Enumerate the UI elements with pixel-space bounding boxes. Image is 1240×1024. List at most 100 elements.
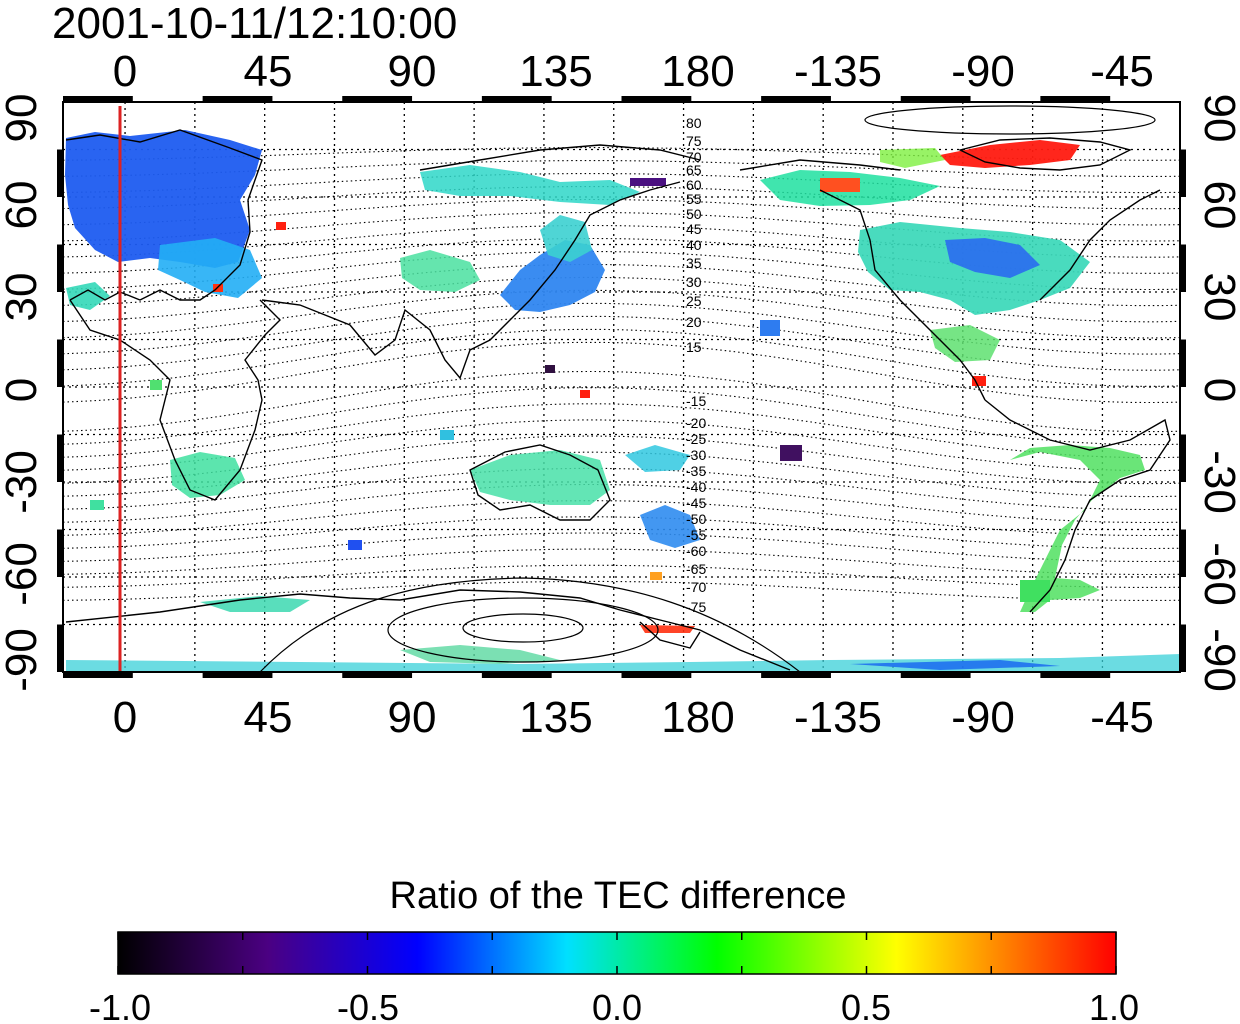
left-lat-tick: -60 (0, 542, 46, 606)
frame-segment (202, 672, 273, 678)
right-lat-tick: 60 (1195, 181, 1240, 230)
contour-label: 15 (686, 339, 702, 355)
data-patch-greenland (880, 148, 945, 168)
data-patch-antarctic-red (640, 625, 695, 633)
contour-line (63, 532, 1180, 563)
bottom-lon-tick: 90 (388, 693, 437, 742)
left-lat-tick: 30 (0, 273, 46, 322)
data-cell (760, 320, 780, 336)
data-patch-arctic-red (940, 140, 1080, 168)
contour-line (63, 173, 1180, 194)
map-panel: 80 75 70 65 60 55 50 45 40 35 30 25 20 1… (57, 96, 1186, 678)
frame-segment (342, 96, 413, 102)
left-lat-tick: -90 (0, 628, 46, 692)
data-cell (348, 540, 362, 550)
bottom-lon-tick: -90 (951, 693, 1015, 742)
frame-segment (63, 672, 133, 678)
frame-segment (1180, 529, 1186, 577)
data-cell (276, 222, 286, 230)
data-cell (545, 365, 555, 373)
frame-segment (621, 96, 692, 102)
coastlines (65, 129, 1171, 671)
left-lat-tick: 0 (0, 378, 46, 402)
data-patch-south-america (1010, 445, 1145, 612)
data-patch-siberia (420, 165, 640, 205)
contour-label: 65 (686, 162, 702, 178)
frame-segment (57, 339, 63, 387)
contour-label: 40 (686, 237, 702, 253)
top-lon-tick: 135 (519, 47, 592, 96)
data-patch-china (400, 250, 480, 292)
data-patch-us-east (945, 238, 1040, 278)
data-cell (630, 178, 666, 186)
bottom-lon-tick: -135 (794, 693, 882, 742)
bottom-lon-tick: 0 (113, 693, 137, 742)
contour-line (63, 419, 1180, 472)
contour-ring-north (864, 105, 1156, 135)
data-patch-antarctic-west (200, 596, 310, 612)
colorbar-title: Ratio of the TEC difference (390, 875, 847, 917)
frame-segment (57, 244, 63, 292)
frame-segment (900, 672, 971, 678)
contour-label: 75 (686, 133, 702, 149)
tec-data-patches (65, 130, 1180, 672)
contour-label: -45 (686, 495, 706, 511)
contour-arc-south (259, 577, 801, 672)
bottom-lon-tick: 180 (661, 693, 734, 742)
contour-line (63, 147, 1180, 161)
contour-label: -25 (686, 431, 706, 447)
contour-label: 60 (686, 177, 702, 193)
contour-label: -15 (686, 393, 706, 409)
frame-segment (761, 672, 831, 678)
contour-label: -50 (686, 511, 706, 527)
right-latitude-axis: 90 60 30 0 -30 -60 -90 (1195, 94, 1240, 692)
right-lat-tick: 0 (1195, 378, 1240, 402)
contour-line (63, 580, 1180, 601)
data-patch-south-pole-band (66, 654, 1180, 672)
top-lon-tick: -135 (794, 47, 882, 96)
contour-line (63, 315, 1180, 371)
colorbar-ticks (117, 932, 1117, 974)
top-lon-tick: 45 (244, 47, 293, 96)
contour-label: 55 (686, 191, 702, 207)
data-cell (213, 284, 223, 292)
frame-segment (1180, 434, 1186, 482)
data-patch-europe-edge (158, 238, 262, 298)
contour-labels: 80 75 70 65 60 55 50 45 40 35 30 25 20 1… (686, 115, 706, 615)
frame-segment (481, 96, 552, 102)
colorbar-tick-label: 1.0 (1089, 987, 1139, 1024)
frame-segment (57, 624, 63, 672)
data-cell (820, 178, 860, 192)
contour-line (63, 403, 1180, 459)
bottom-lon-tick: 45 (244, 693, 293, 742)
contour-label: 35 (686, 255, 702, 271)
data-patch-north-africa (66, 282, 110, 310)
contour-line (63, 516, 1180, 550)
top-longitude-axis: 0 45 90 135 180 -135 -90 -45 (113, 47, 1154, 96)
frame-segment (1180, 244, 1186, 292)
data-cell (90, 500, 104, 510)
top-lon-tick: 90 (388, 47, 437, 96)
contour-label: 70 (686, 149, 702, 165)
contour-label: -35 (686, 463, 706, 479)
contour-label: -55 (686, 527, 706, 543)
colorbar-tick-label: -1.0 (89, 987, 151, 1024)
frame-segment (202, 96, 273, 102)
frame-segments (57, 96, 1186, 678)
contour-ring-south-outer (387, 597, 659, 663)
contour-label: -60 (686, 543, 706, 559)
right-lat-tick: 90 (1195, 94, 1240, 143)
data-patch-antarctic-south (400, 645, 560, 664)
timestamp-title: 2001-10-11/12:10:00 (52, 0, 457, 48)
data-cell (1020, 580, 1050, 602)
left-latitude-axis: 90 60 30 0 -30 -60 -90 (0, 94, 46, 692)
data-patch-japan (540, 215, 592, 262)
frame-segment (1040, 96, 1111, 102)
contour-label: -65 (686, 561, 706, 577)
colorbar-tick-label: -0.5 (337, 987, 399, 1024)
colorbar-tick-label: 0.0 (592, 987, 642, 1024)
data-patch-new-zealand (640, 505, 700, 548)
contour-line (63, 548, 1180, 576)
bottom-lon-tick: -45 (1090, 693, 1154, 742)
